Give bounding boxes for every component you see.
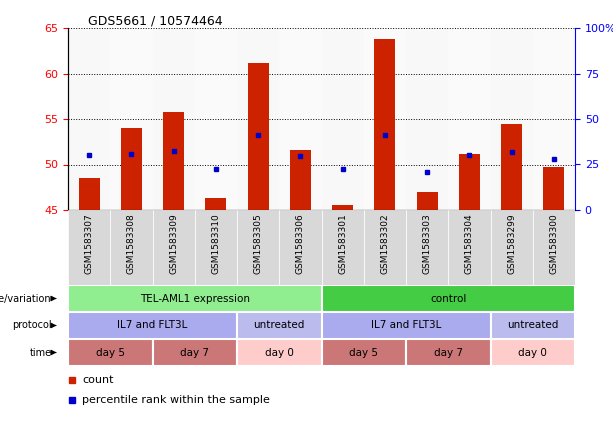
Bar: [364, 28, 406, 210]
Text: GSM1583299: GSM1583299: [507, 214, 516, 275]
Bar: [364, 210, 406, 285]
Text: count: count: [82, 375, 113, 385]
Bar: [490, 210, 533, 285]
Text: control: control: [430, 294, 466, 303]
Text: day 0: day 0: [519, 348, 547, 357]
Text: day 5: day 5: [349, 348, 378, 357]
Bar: [237, 312, 321, 339]
Text: untreated: untreated: [507, 321, 558, 330]
Bar: [68, 312, 237, 339]
Bar: [448, 210, 490, 285]
Bar: [153, 28, 195, 210]
Bar: [459, 154, 480, 210]
Bar: [543, 167, 565, 210]
Bar: [78, 178, 100, 210]
Text: GSM1583304: GSM1583304: [465, 214, 474, 275]
Text: day 5: day 5: [96, 348, 125, 357]
Text: protocol: protocol: [12, 321, 51, 330]
Bar: [533, 210, 575, 285]
Text: GDS5661 / 10574464: GDS5661 / 10574464: [88, 15, 223, 28]
Text: GSM1583309: GSM1583309: [169, 214, 178, 275]
Bar: [68, 339, 153, 366]
Text: GSM1583302: GSM1583302: [381, 214, 389, 275]
Bar: [110, 210, 153, 285]
Bar: [68, 28, 110, 210]
Text: untreated: untreated: [254, 321, 305, 330]
Text: day 7: day 7: [434, 348, 463, 357]
Text: GSM1583310: GSM1583310: [211, 214, 221, 275]
Text: percentile rank within the sample: percentile rank within the sample: [82, 395, 270, 405]
Bar: [68, 285, 321, 312]
Bar: [533, 28, 575, 210]
Bar: [280, 210, 321, 285]
Text: GSM1583306: GSM1583306: [296, 214, 305, 275]
Bar: [375, 39, 395, 210]
Bar: [321, 339, 406, 366]
Bar: [237, 28, 280, 210]
Bar: [153, 210, 195, 285]
Text: GSM1583308: GSM1583308: [127, 214, 136, 275]
Bar: [321, 210, 364, 285]
Bar: [406, 339, 490, 366]
Bar: [68, 210, 110, 285]
Bar: [332, 205, 353, 210]
Bar: [406, 210, 448, 285]
Bar: [321, 312, 490, 339]
Text: IL7 and FLT3L: IL7 and FLT3L: [117, 321, 188, 330]
Bar: [237, 210, 280, 285]
Text: GSM1583307: GSM1583307: [85, 214, 94, 275]
Text: TEL-AML1 expression: TEL-AML1 expression: [140, 294, 249, 303]
Bar: [490, 312, 575, 339]
Bar: [121, 128, 142, 210]
Text: GSM1583300: GSM1583300: [549, 214, 558, 275]
Text: GSM1583301: GSM1583301: [338, 214, 347, 275]
Text: IL7 and FLT3L: IL7 and FLT3L: [371, 321, 441, 330]
Bar: [321, 285, 575, 312]
Bar: [406, 28, 448, 210]
Bar: [448, 28, 490, 210]
Bar: [205, 198, 226, 210]
Bar: [501, 124, 522, 210]
Bar: [163, 112, 184, 210]
Bar: [195, 210, 237, 285]
Bar: [280, 28, 321, 210]
Text: time: time: [29, 348, 51, 357]
Bar: [248, 63, 268, 210]
Text: GSM1583303: GSM1583303: [422, 214, 432, 275]
Bar: [153, 339, 237, 366]
Bar: [417, 192, 438, 210]
Bar: [110, 28, 153, 210]
Text: GSM1583305: GSM1583305: [254, 214, 262, 275]
Bar: [490, 28, 533, 210]
Bar: [195, 28, 237, 210]
Bar: [321, 28, 364, 210]
Bar: [290, 150, 311, 210]
Text: day 0: day 0: [265, 348, 294, 357]
Text: day 7: day 7: [180, 348, 209, 357]
Bar: [237, 339, 321, 366]
Bar: [490, 339, 575, 366]
Text: genotype/variation: genotype/variation: [0, 294, 51, 303]
